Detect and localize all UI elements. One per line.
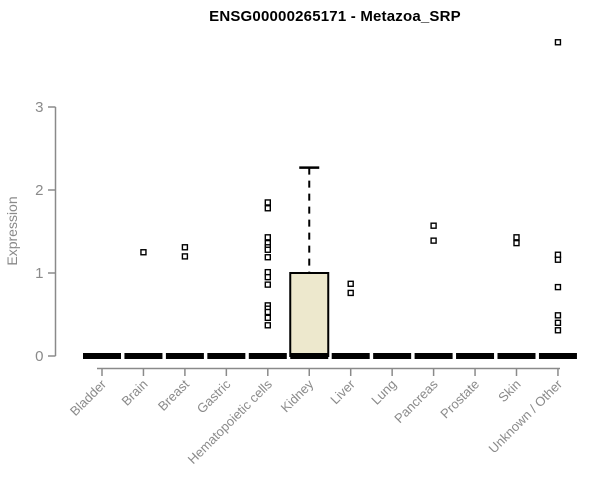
box [289,272,330,357]
outlier-point [181,244,189,251]
outlier-point [513,239,520,247]
y-tick-label: 2 [35,182,43,199]
outlier-point [430,237,437,244]
x-tick-label: Bladder [67,376,110,419]
outlier-point [140,249,147,256]
outlier-point [347,289,354,297]
x-tick-label: Breast [155,376,192,413]
outlier-point [554,256,562,263]
outlier-point [264,246,271,253]
x-tick-label: Skin [495,377,523,405]
outlier-point [554,312,562,319]
outlier-point [513,234,520,241]
outlier-point [264,273,271,281]
outlier-point [554,39,562,46]
outlier-point [264,254,271,261]
x-tick-label: Pancreas [391,376,441,426]
x-tick-label: Unknown / Other [485,376,565,456]
outlier-point [264,314,271,322]
outlier-point [554,319,562,326]
y-tick-label: 1 [35,265,43,282]
outlier-point [264,234,271,241]
outlier-point [347,280,354,287]
outlier-point [264,205,271,212]
y-tick-label: 3 [35,99,43,116]
chart-title: ENSG00000265171 - Metazoa_SRP [209,8,461,25]
x-tick-label: Gastric [194,376,234,416]
x-tick-label: Kidney [278,376,317,415]
x-tick-label: Liver [327,376,358,407]
x-tick-label: Brain [118,377,150,409]
x-tick-label: Lung [368,377,399,408]
outlier-point [554,251,562,258]
outlier-point [181,253,189,260]
outlier-point [554,327,562,334]
outlier-point [264,268,271,276]
outlier-point [264,199,271,206]
outlier-point [264,281,271,288]
outlier-point [264,322,271,329]
outlier-point [430,222,437,229]
x-tick-label: Prostate [437,377,482,422]
outlier-point [264,308,271,316]
outlier-point [554,283,562,291]
y-tick-label: 0 [35,348,43,365]
